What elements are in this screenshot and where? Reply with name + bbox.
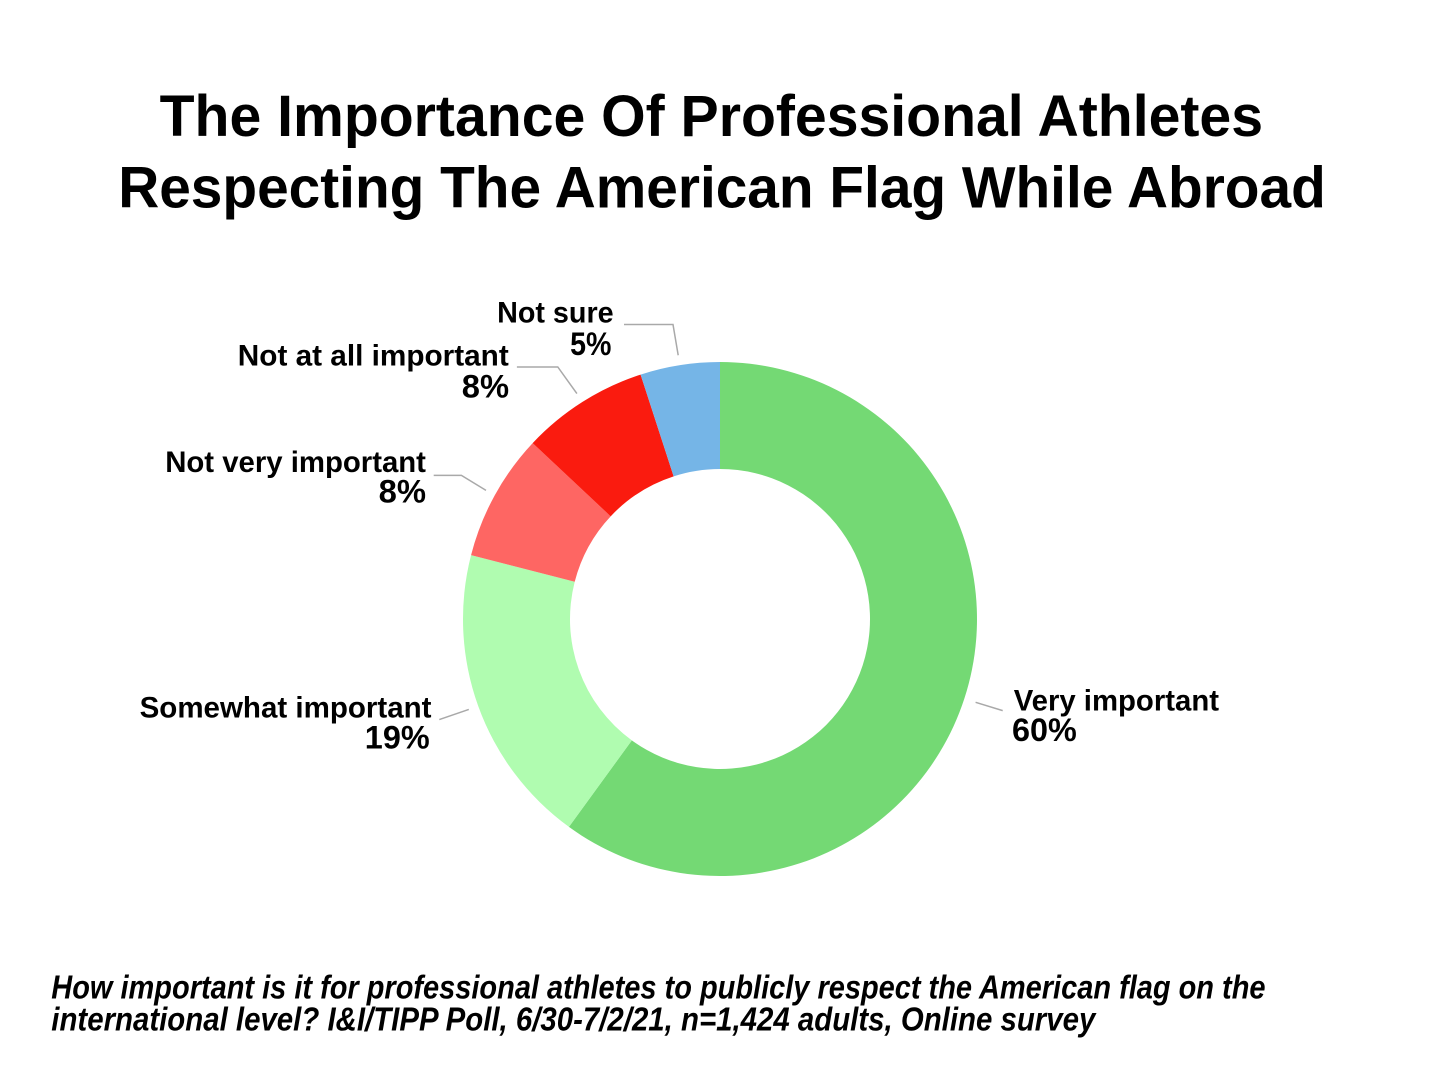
svg-text:Somewhat important: Somewhat important — [140, 691, 432, 724]
svg-text:Not very important: Not very important — [165, 446, 426, 479]
svg-text:60%: 60% — [1012, 712, 1077, 748]
svg-text:19%: 19% — [365, 720, 430, 756]
svg-text:5%: 5% — [570, 327, 611, 362]
svg-text:8%: 8% — [379, 474, 426, 510]
svg-text:The Importance Of Professional: The Importance Of Professional Athletes — [160, 85, 1263, 149]
svg-text:Respecting The American Flag W: Respecting The American Flag While Abroa… — [118, 156, 1326, 221]
svg-text:Not sure: Not sure — [497, 296, 614, 330]
svg-text:Not at all important: Not at all important — [238, 339, 509, 372]
svg-text:8%: 8% — [462, 369, 509, 405]
svg-text:international level? I&I/TIPP: international level? I&I/TIPP Poll, 6/30… — [51, 1001, 1097, 1038]
svg-text:How important is it for profes: How important is it for professional ath… — [51, 969, 1265, 1006]
svg-text:Very important: Very important — [1014, 684, 1219, 717]
